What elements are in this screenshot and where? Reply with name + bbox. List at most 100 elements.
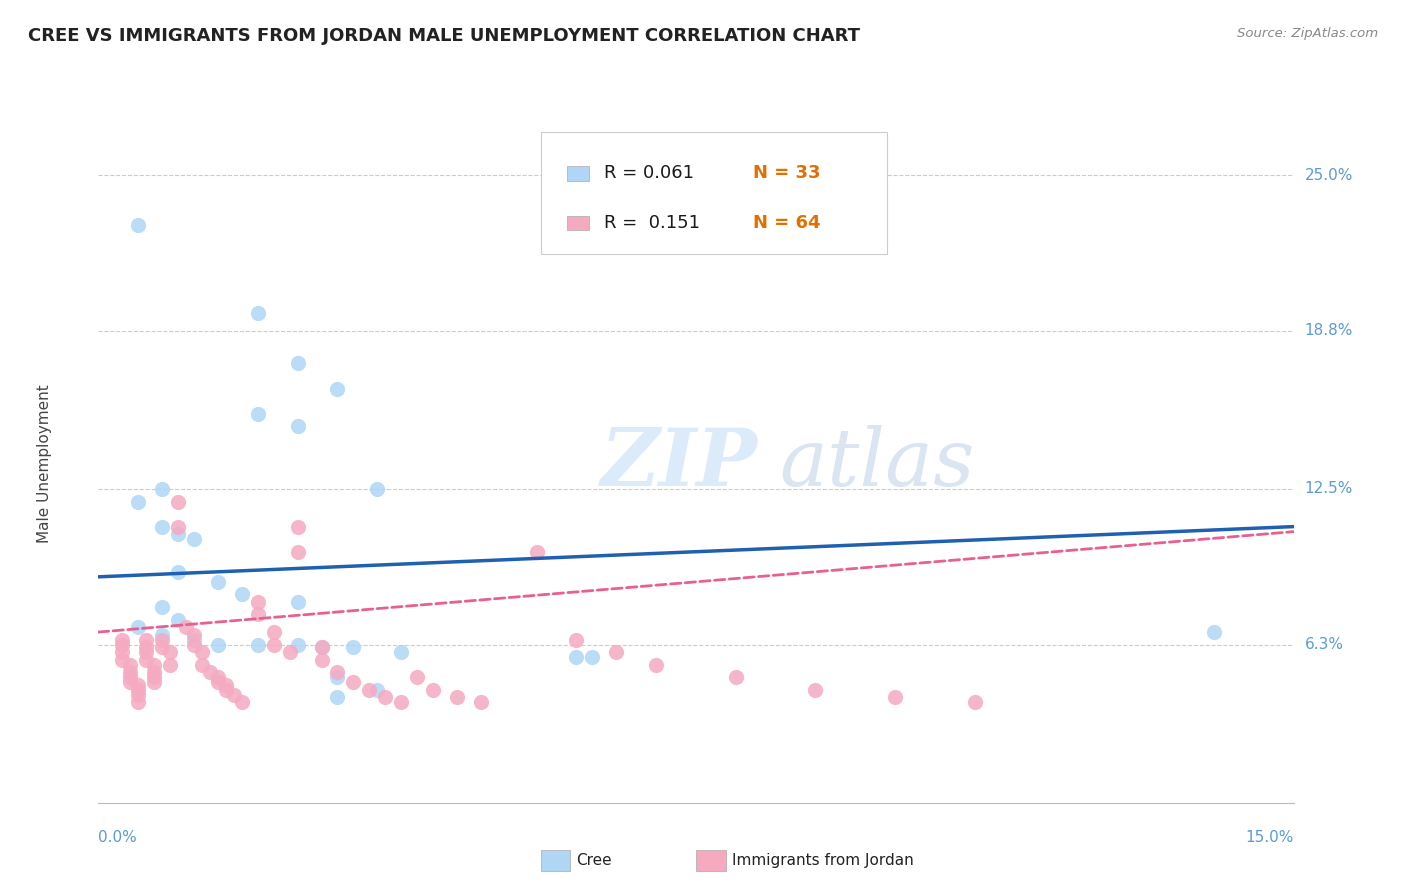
Point (127, 688, 149, 702)
Point (167, 613, 190, 627)
Point (150, 640, 173, 654)
Point (342, 675, 364, 690)
Point (263, 638, 285, 652)
Point (406, 670, 429, 684)
Point (111, 632, 134, 647)
Point (884, 690, 907, 705)
Point (246, 407, 269, 421)
Point (127, 682, 149, 697)
FancyBboxPatch shape (540, 850, 571, 871)
Point (167, 494, 190, 508)
Text: 18.8%: 18.8% (1305, 323, 1353, 338)
Text: Immigrants from Jordan: Immigrants from Jordan (733, 853, 914, 868)
Point (183, 632, 205, 647)
Point (167, 519, 190, 533)
Point (470, 695, 492, 709)
Point (120, 665, 142, 680)
Point (150, 627, 173, 641)
Point (111, 653, 134, 667)
Point (231, 695, 253, 709)
Point (422, 682, 444, 697)
Point (143, 670, 166, 684)
Text: N = 33: N = 33 (752, 164, 820, 182)
Point (389, 695, 412, 709)
Point (581, 650, 603, 665)
Point (167, 565, 190, 579)
Text: 12.5%: 12.5% (1305, 482, 1353, 497)
Point (150, 599, 173, 614)
Point (215, 678, 238, 692)
Point (526, 545, 548, 559)
Point (135, 640, 157, 654)
Point (127, 695, 149, 709)
Point (127, 678, 149, 692)
Point (111, 645, 134, 659)
Point (446, 690, 468, 705)
Point (287, 595, 309, 609)
Text: R = 0.061: R = 0.061 (603, 164, 693, 182)
Point (143, 675, 166, 690)
Point (207, 574, 229, 589)
Point (127, 494, 149, 508)
Point (287, 519, 309, 533)
Point (231, 587, 253, 601)
Text: 15.0%: 15.0% (1246, 830, 1294, 845)
Point (389, 645, 412, 659)
Text: ZIP: ZIP (600, 425, 758, 502)
Text: R =  0.151: R = 0.151 (603, 214, 700, 232)
Text: Cree: Cree (576, 853, 612, 868)
Point (135, 653, 157, 667)
Point (174, 620, 197, 634)
Point (120, 657, 142, 672)
Point (143, 665, 166, 680)
Point (326, 690, 349, 705)
Point (150, 519, 173, 533)
Text: CREE VS IMMIGRANTS FROM JORDAN MALE UNEMPLOYMENT CORRELATION CHART: CREE VS IMMIGRANTS FROM JORDAN MALE UNEM… (28, 27, 860, 45)
Point (366, 682, 388, 697)
Point (1202, 625, 1225, 640)
Point (565, 650, 588, 665)
Point (150, 632, 173, 647)
Point (366, 482, 388, 496)
Point (120, 670, 142, 684)
Point (120, 675, 142, 690)
Text: N = 64: N = 64 (752, 214, 820, 232)
Point (143, 657, 166, 672)
FancyBboxPatch shape (567, 166, 589, 180)
Point (150, 482, 173, 496)
Point (215, 682, 238, 697)
Point (565, 632, 588, 647)
Point (127, 219, 149, 233)
Point (263, 625, 285, 640)
Point (342, 640, 364, 654)
Point (183, 627, 205, 641)
Text: 0.0%: 0.0% (98, 830, 138, 845)
Text: 25.0%: 25.0% (1305, 168, 1353, 183)
Point (326, 665, 349, 680)
Point (326, 670, 349, 684)
Point (222, 688, 245, 702)
Point (183, 638, 205, 652)
Point (311, 653, 333, 667)
Point (278, 645, 301, 659)
FancyBboxPatch shape (540, 132, 887, 253)
Point (287, 356, 309, 370)
Point (326, 382, 349, 396)
Point (246, 607, 269, 622)
Point (135, 645, 157, 659)
Point (311, 640, 333, 654)
Text: Male Unemployment: Male Unemployment (37, 384, 52, 543)
Point (207, 675, 229, 690)
Point (287, 545, 309, 559)
Point (605, 645, 627, 659)
Point (127, 620, 149, 634)
Point (167, 527, 190, 541)
Text: atlas: atlas (779, 425, 974, 502)
Point (198, 665, 221, 680)
Point (191, 645, 214, 659)
Point (246, 306, 269, 320)
Point (246, 638, 269, 652)
Point (183, 532, 205, 546)
Point (724, 670, 747, 684)
FancyBboxPatch shape (567, 216, 589, 230)
